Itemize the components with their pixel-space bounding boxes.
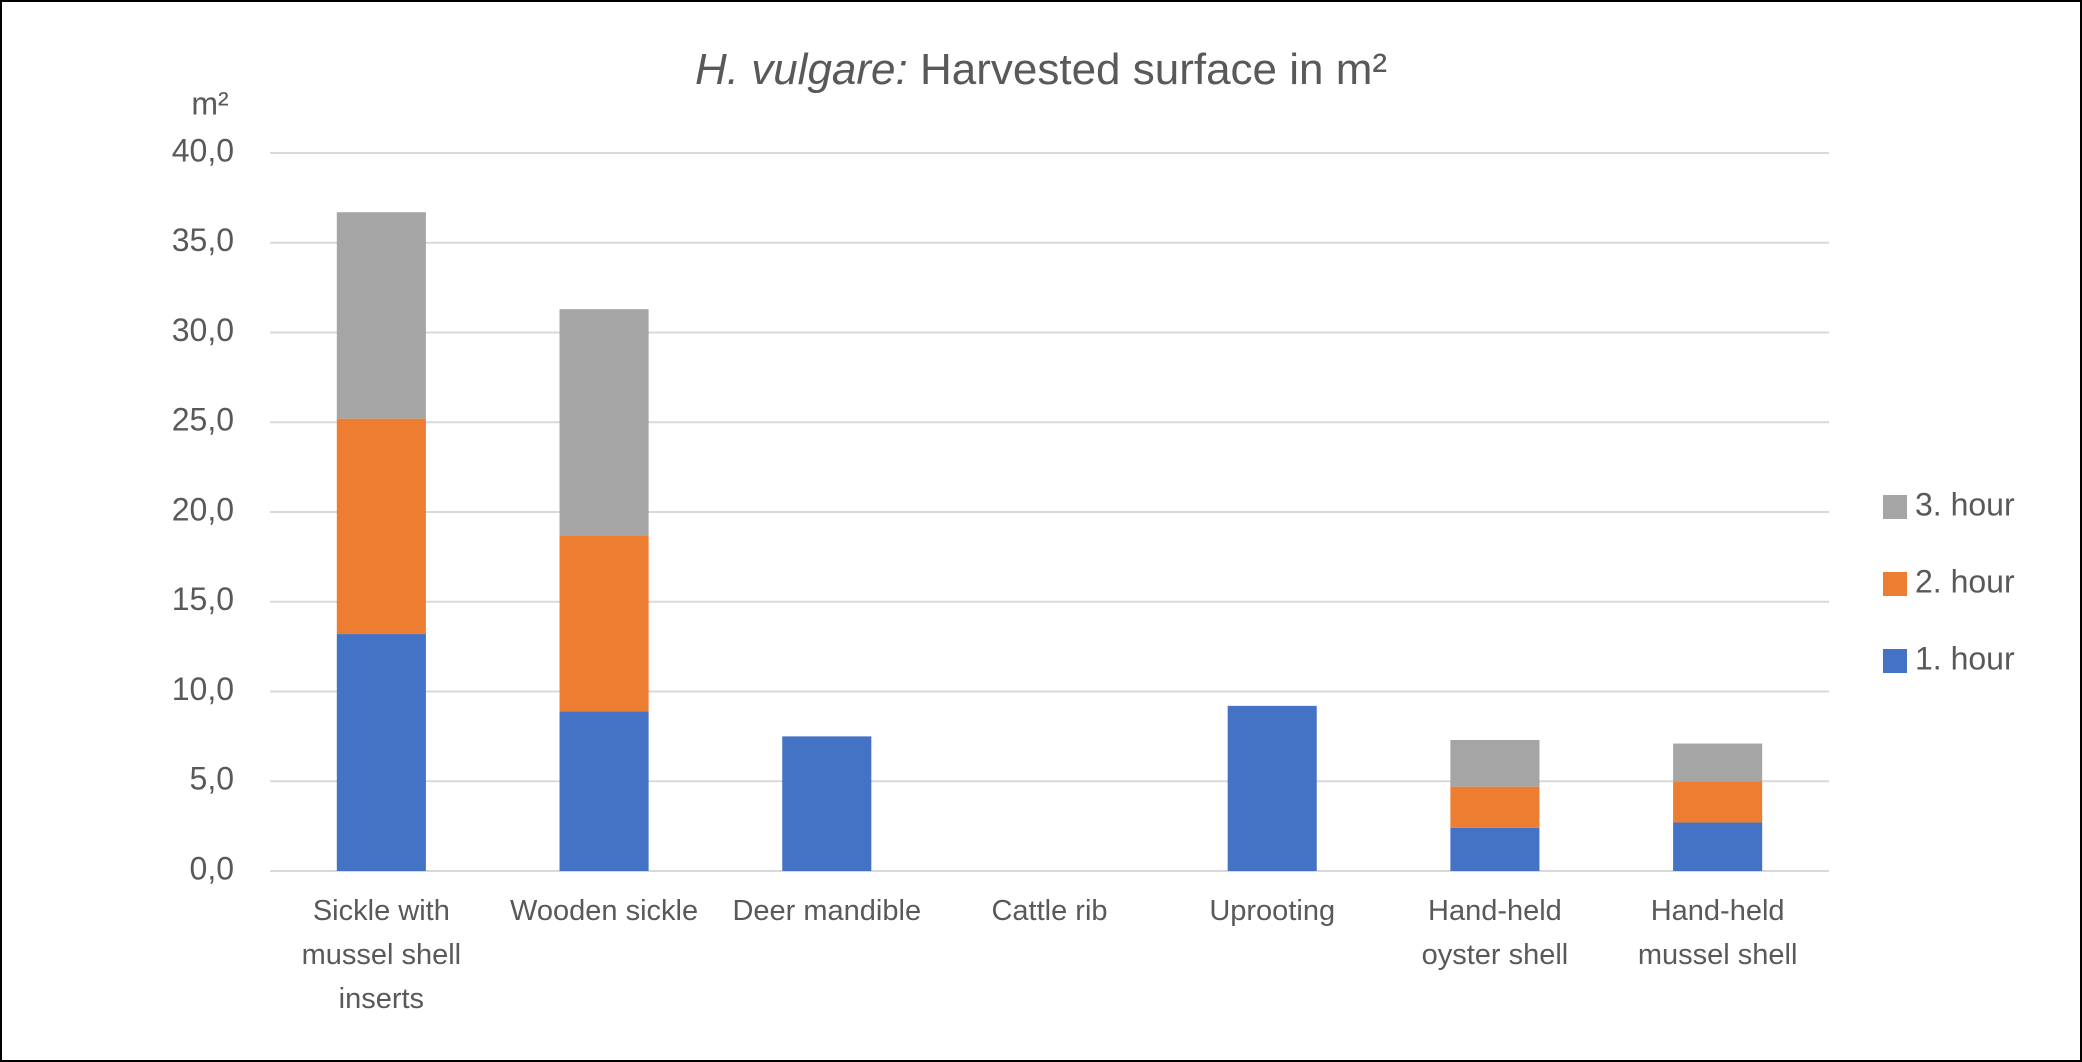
bar-segment	[559, 535, 649, 712]
x-tick-label: Sickle with mussel shell inserts	[301, 895, 462, 1015]
x-tick-label: Wooden sickle	[510, 895, 699, 927]
y-tick-label: 15,0	[172, 581, 234, 617]
x-tick-label: Uprooting	[1209, 895, 1336, 927]
title-text: Harvested surface in m²	[920, 45, 1387, 94]
x-tick-label-box: Hand-held mussel shell	[1637, 895, 1798, 971]
bar-segment	[336, 418, 426, 635]
y-tick-label: 35,0	[172, 222, 234, 258]
bar-segment	[1227, 705, 1317, 871]
x-tick-label-box: Hand-held oyster shell	[1421, 895, 1569, 971]
x-tick-label: Cattle rib	[991, 895, 1108, 927]
legend-swatch	[1883, 649, 1907, 673]
bar-segment	[1673, 781, 1763, 823]
title-species: H. vulgare:	[695, 45, 908, 94]
y-tick-label: 20,0	[172, 491, 234, 527]
chart-title: H. vulgare: Harvested surface in m²	[695, 45, 1387, 94]
x-tick-label: Deer mandible	[732, 895, 922, 927]
bar-segment	[559, 711, 649, 871]
legend-swatch	[1883, 572, 1907, 596]
legend-label: 3. hour	[1915, 486, 2015, 522]
legend-label: 1. hour	[1915, 640, 2015, 676]
bar-segment	[1450, 739, 1540, 787]
bar-segment	[1450, 827, 1540, 871]
legend-label: 2. hour	[1915, 563, 2015, 599]
y-axis-label: m²	[191, 85, 229, 121]
y-tick-label: 25,0	[172, 402, 234, 438]
x-tick-label-box: Deer mandible	[732, 895, 922, 927]
bar-segment	[336, 212, 426, 419]
bar-segment	[782, 736, 872, 871]
legend-swatch	[1883, 495, 1907, 519]
bar-segment	[336, 634, 426, 871]
y-tick-label: 40,0	[172, 132, 234, 168]
y-tick-label: 10,0	[172, 671, 234, 707]
x-tick-label-box: Wooden sickle	[510, 895, 699, 927]
x-tick-label: Hand-held oyster shell	[1421, 895, 1569, 971]
bar-segment	[559, 309, 649, 536]
x-tick-label-box: Cattle rib	[991, 895, 1108, 927]
x-tick-label-box: Uprooting	[1209, 895, 1336, 927]
y-tick-label: 30,0	[172, 312, 234, 348]
x-tick-label-box: Sickle with mussel shell inserts	[301, 895, 462, 1015]
bar-segment	[1673, 822, 1763, 871]
x-tick-label: Hand-held mussel shell	[1637, 895, 1798, 971]
y-tick-label: 0,0	[190, 850, 234, 886]
bar-segment	[1673, 743, 1763, 782]
bar-segment	[1450, 786, 1540, 828]
y-tick-label: 5,0	[190, 761, 234, 797]
